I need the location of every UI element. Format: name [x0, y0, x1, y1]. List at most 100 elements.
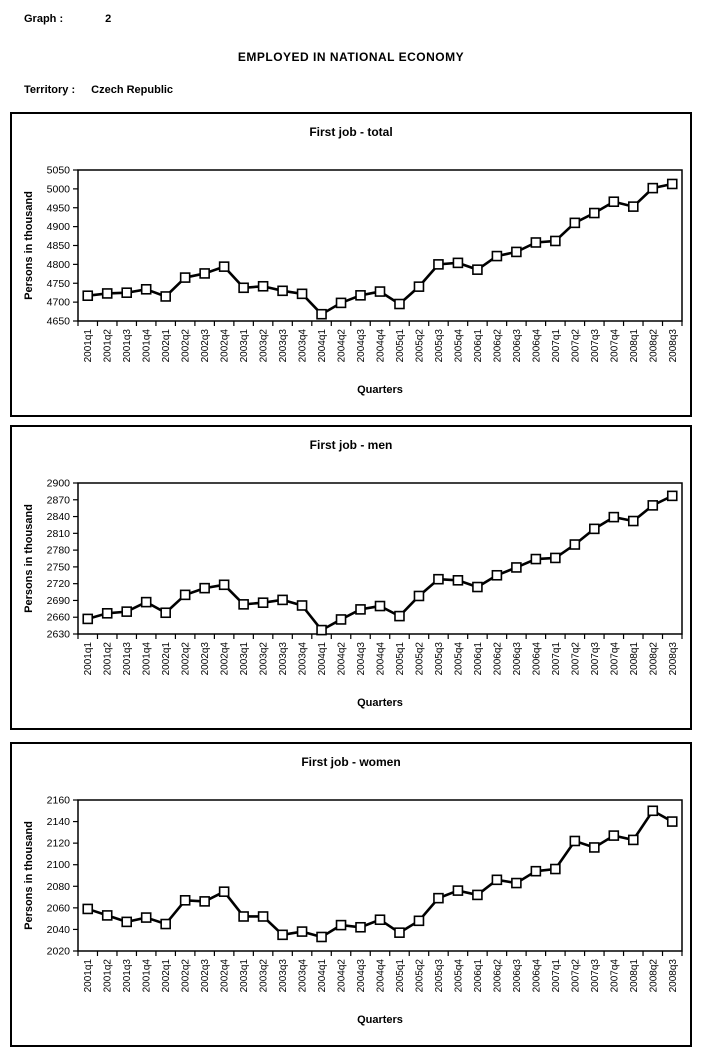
data-point-marker [452, 885, 464, 896]
data-point-marker [218, 579, 230, 591]
y-tick-label: 4650 [47, 316, 71, 328]
x-tick-label: 2001q4 [142, 329, 153, 363]
y-tick-label: 2870 [47, 494, 71, 506]
x-tick-label: 2005q4 [453, 329, 464, 363]
y-tick-label: 2120 [47, 838, 71, 850]
x-tick-label: 2002q2 [181, 329, 192, 363]
x-tick-label: 2001q2 [103, 642, 114, 676]
x-tick-label: 2001q4 [142, 642, 153, 676]
data-point-marker [530, 237, 542, 248]
x-tick-label: 2004q3 [356, 642, 367, 676]
x-tick-label: 2007q4 [609, 642, 620, 676]
data-point-marker [569, 217, 581, 229]
data-point-marker [472, 889, 483, 901]
data-point-marker [550, 863, 561, 875]
x-tick-label: 2005q3 [434, 329, 445, 363]
territory-row: Territory : Czech Republic [24, 84, 173, 96]
x-tick-label: 2003q2 [259, 959, 270, 993]
x-tick-label: 2003q2 [259, 642, 270, 676]
data-point-marker [140, 596, 152, 608]
x-tick-label: 2005q2 [414, 329, 425, 363]
x-tick-label: 2006q2 [492, 642, 503, 676]
data-point-marker [82, 903, 94, 915]
data-point-marker [355, 921, 366, 933]
data-point-marker [238, 282, 249, 294]
data-point-marker [433, 573, 444, 585]
data-point-marker [666, 490, 678, 502]
x-tick-label: 2006q3 [512, 959, 523, 993]
y-tick-label: 2750 [47, 561, 71, 573]
x-tick-label: 2007q3 [590, 329, 601, 363]
data-point-marker [627, 515, 639, 527]
data-point-marker [335, 919, 347, 931]
x-tick-label: 2004q4 [376, 329, 387, 363]
x-tick-label: 2002q3 [200, 329, 211, 363]
data-point-marker [374, 914, 386, 926]
x-tick-label: 2001q3 [122, 959, 133, 993]
data-point-marker [569, 539, 581, 550]
x-tick-label: 2004q3 [356, 329, 367, 363]
x-tick-label: 2004q2 [337, 329, 348, 363]
data-point-marker [413, 915, 425, 927]
x-tick-label: 2002q4 [220, 329, 231, 363]
x-tick-label: 2004q1 [317, 329, 328, 363]
x-tick-label: 2002q1 [161, 959, 172, 993]
data-point-marker [296, 926, 308, 937]
territory-label: Territory : [24, 84, 76, 96]
data-point-marker [530, 553, 542, 565]
x-tick-label: 2007q1 [551, 329, 562, 363]
x-tick-label: 2004q3 [356, 959, 367, 993]
data-point-marker [257, 280, 269, 292]
x-tick-label: 2008q3 [668, 642, 679, 676]
data-point-marker [257, 911, 269, 922]
data-point-marker [218, 261, 230, 272]
x-tick-label: 2003q1 [239, 642, 250, 676]
data-point-marker [569, 835, 581, 847]
data-point-marker [627, 834, 639, 846]
graph-number-row: Graph : 2 [24, 13, 111, 25]
x-tick-label: 2005q4 [453, 642, 464, 676]
data-point-marker [413, 281, 425, 292]
x-tick-label: 2006q2 [492, 329, 503, 363]
data-point-marker [608, 511, 620, 523]
graph-label: Graph : [24, 13, 64, 25]
y-tick-label: 2660 [47, 612, 71, 624]
data-point-marker [511, 562, 522, 573]
data-point-marker [647, 805, 659, 817]
data-point-marker [316, 308, 327, 320]
x-tick-label: 2006q4 [531, 329, 542, 363]
y-tick-label: 2810 [47, 528, 71, 540]
data-point-marker [491, 250, 503, 262]
x-tick-label: 2001q2 [103, 329, 114, 363]
x-tick-label: 2003q3 [278, 642, 289, 676]
x-axis-title: Quarters [357, 1014, 403, 1026]
x-tick-label: 2007q1 [551, 642, 562, 676]
chart-title-women: First job - women [301, 755, 401, 769]
x-tick-label: 2006q3 [512, 329, 523, 363]
x-tick-label: 2006q4 [531, 642, 542, 676]
data-point-marker [335, 297, 347, 309]
x-tick-label: 2003q1 [239, 329, 250, 363]
x-tick-label: 2005q3 [434, 642, 445, 676]
x-axis-title: Quarters [357, 697, 403, 709]
data-point-marker [511, 877, 522, 889]
plot-men: 2630 2660 2690 2720 2750 2780 2810 2840 2870 2900… [23, 478, 683, 709]
data-point-marker [179, 589, 191, 601]
y-tick-label: 2630 [47, 629, 71, 641]
data-point-marker [101, 910, 113, 921]
data-point-marker [179, 895, 191, 906]
data-point-marker [160, 291, 171, 302]
x-tick-label: 2001q1 [83, 329, 94, 363]
x-tick-label: 2007q2 [570, 329, 581, 363]
x-tick-label: 2006q1 [473, 329, 484, 363]
x-tick-label: 2006q2 [492, 959, 503, 993]
data-point-marker [647, 182, 659, 194]
x-tick-label: 2006q1 [473, 642, 484, 676]
chart-panel-total: First job - total 4650 4700 4750 4800 4850 49… [10, 112, 692, 417]
data-point-marker [82, 290, 94, 302]
data-point-marker [335, 614, 347, 625]
data-point-marker [491, 569, 503, 581]
data-point-marker [374, 600, 386, 612]
data-point-marker [101, 608, 113, 619]
page-title: EMPLOYED IN NATIONAL ECONOMY [237, 50, 465, 64]
